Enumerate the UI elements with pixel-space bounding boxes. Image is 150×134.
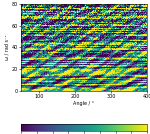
Y-axis label: ω / rad s⁻¹: ω / rad s⁻¹ <box>4 35 9 60</box>
X-axis label: Angle / °: Angle / ° <box>74 101 94 106</box>
